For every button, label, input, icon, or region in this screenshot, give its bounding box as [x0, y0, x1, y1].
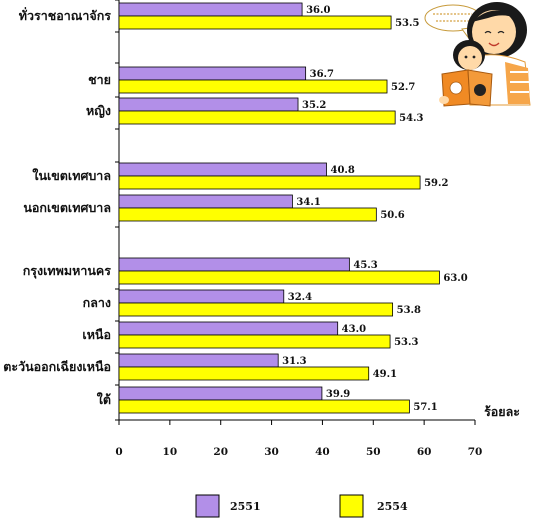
data-label-2551-6: 32.4: [288, 292, 312, 303]
legend-label-2554: 2554: [377, 500, 408, 513]
x-tick-label: 70: [468, 446, 483, 458]
x-axis-unit-label: ร้อยละ: [484, 404, 520, 419]
bar-2554-6: [118, 302, 394, 317]
bar-2554-2: [118, 110, 396, 125]
bar-2554-3: [118, 175, 421, 190]
bar-2551-7: [118, 321, 339, 336]
legend-label-2551: 2551: [230, 500, 261, 513]
data-label-2551-1: 36.7: [310, 69, 334, 80]
category-label-5: กรุงเทพมหานคร: [23, 263, 112, 279]
category-label-9: ใต้: [97, 392, 111, 407]
data-label-2554-1: 52.7: [391, 82, 415, 93]
category-label-6: กลาง: [83, 295, 111, 310]
bar-2554-4: [118, 207, 377, 222]
x-tick-label: 10: [163, 446, 178, 458]
bar-2554-9: [118, 399, 410, 414]
data-label-2554-7: 53.3: [394, 337, 418, 348]
data-label-2551-7: 43.0: [342, 324, 366, 335]
bar-2554-8: [118, 366, 370, 381]
bar-2554-0: [118, 15, 392, 30]
mother-child-reading-illustration-icon: [424, 2, 531, 107]
category-label-3: ในเขตเทศบาล: [32, 168, 111, 183]
bar-2551-1: [118, 66, 307, 81]
data-label-2554-0: 53.5: [395, 18, 419, 29]
data-label-2551-3: 40.8: [330, 165, 354, 176]
bar-2554-5: [118, 270, 440, 285]
x-tick-label: 60: [417, 446, 432, 458]
bar-2551-2: [118, 97, 299, 112]
data-label-2551-5: 45.3: [353, 260, 377, 271]
x-tick-label: 50: [366, 446, 381, 458]
data-label-2551-9: 39.9: [326, 389, 350, 400]
bar-2554-1: [118, 79, 388, 94]
data-label-2554-5: 63.0: [443, 273, 467, 284]
bar-2551-5: [118, 257, 350, 272]
category-label-0: ทั่วราชอาณาจักร: [19, 7, 112, 23]
data-label-2554-8: 49.1: [373, 369, 397, 380]
data-label-2554-4: 50.6: [380, 210, 404, 221]
bar-2551-3: [118, 162, 327, 177]
data-label-2554-6: 53.8: [397, 305, 421, 316]
data-label-2554-2: 54.3: [399, 113, 423, 124]
data-label-2551-4: 34.1: [296, 197, 320, 208]
category-label-7: เหนือ: [82, 327, 111, 342]
bar-2554-7: [118, 334, 391, 349]
legend-swatch-2554: [339, 494, 364, 518]
data-label-2551-8: 31.3: [282, 356, 306, 367]
data-label-2554-9: 57.1: [413, 402, 437, 413]
data-label-2551-0: 36.0: [306, 5, 330, 16]
data-label-2551-2: 35.2: [302, 100, 326, 111]
bar-2551-4: [118, 194, 293, 209]
data-label-2554-3: 59.2: [424, 178, 448, 189]
bar-2551-9: [118, 386, 323, 401]
x-tick-label: 30: [264, 446, 279, 458]
labels: 36.0 53.5 ทั่วราชอาณาจักร 36.7 52.7 ชาย 35.2 54…: [3, 5, 468, 413]
category-label-4: นอกเขตเทศบาล: [23, 200, 111, 215]
bars: [118, 2, 440, 414]
x-tick-label: 20: [213, 446, 228, 458]
category-label-1: ชาย: [88, 72, 111, 87]
bar-2551-0: [118, 2, 303, 17]
legend-swatch-2551: [195, 494, 220, 518]
bar-2551-8: [118, 353, 279, 368]
legend: 2551 2554: [195, 494, 408, 518]
x-tick-label: 0: [115, 446, 122, 458]
x-tick-label: 40: [315, 446, 330, 458]
category-label-8: ตะวันออกเฉียงเหนือ: [3, 359, 111, 374]
category-label-2: หญิง: [86, 103, 111, 118]
bar-2551-6: [118, 289, 285, 304]
